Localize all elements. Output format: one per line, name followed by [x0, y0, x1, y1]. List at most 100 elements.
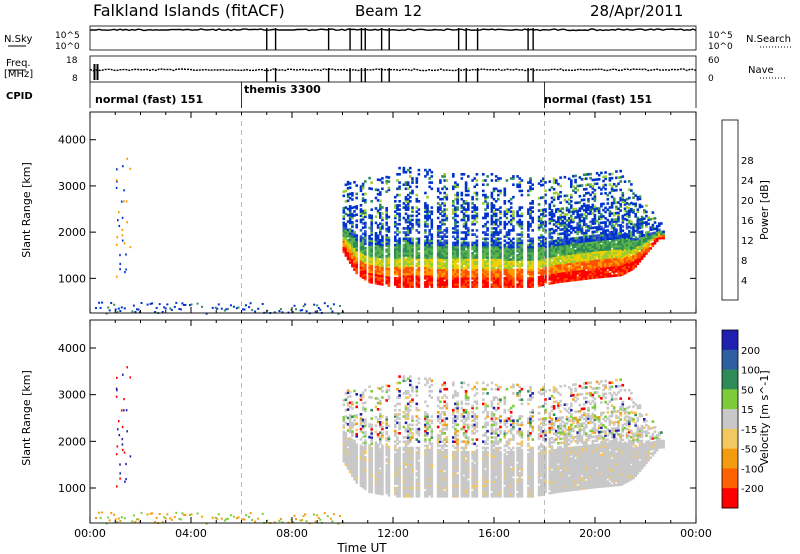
- power-echo-cell: [542, 196, 545, 199]
- power-echo-cell: [576, 243, 579, 246]
- power-echo-cell: [471, 245, 474, 249]
- power-echo-cell: [379, 261, 382, 265]
- power-echo-cell: [548, 213, 552, 217]
- velocity-echo-cell: [411, 486, 414, 490]
- power-echo-cell: [570, 274, 573, 278]
- power-echo-cell: [387, 186, 391, 190]
- velocity-echo-cell: [428, 478, 431, 481]
- power-echo-cell: [456, 241, 459, 245]
- power-echo-cell: [484, 279, 487, 282]
- power-echo-cell: [490, 216, 494, 220]
- power-echo-cell: [604, 239, 607, 243]
- velocity-echo-cell: [346, 404, 350, 407]
- velocity-echo-cell: [424, 495, 427, 498]
- power-echo-cell: [655, 229, 659, 232]
- velocity-echo-cell: [411, 476, 414, 479]
- power-echo-cell: [612, 189, 616, 192]
- power-echo-cell: [507, 220, 511, 224]
- power-echo-cell: [428, 266, 431, 270]
- velocity-echo-cell: [381, 452, 384, 456]
- power-echo-cell: [439, 270, 442, 274]
- power-echo-cell: [610, 195, 614, 199]
- power-echo-cell: [494, 252, 498, 255]
- power-echo-cell: [537, 238, 541, 241]
- power-echo-cell: [494, 256, 498, 259]
- power-echo-cell: [346, 195, 350, 198]
- power-echo-cell: [505, 268, 509, 272]
- power-echo-cell: [385, 271, 388, 274]
- power-echo-cell: [647, 247, 650, 251]
- power-echo-cell: [462, 237, 466, 241]
- power-echo-cell: [512, 241, 515, 245]
- velocity-echo-cell: [402, 440, 406, 443]
- power-echo-cell: [512, 254, 515, 257]
- power-echo-cell: [529, 225, 532, 228]
- power-echo-cell: [492, 241, 496, 245]
- power-echo-cell: [567, 217, 571, 220]
- power-echo-cell: [580, 246, 584, 250]
- power-echo-cell: [580, 219, 584, 223]
- power-echo-cell: [623, 232, 627, 235]
- power-echo-cell: [473, 262, 476, 265]
- velocity-echo-cell: [394, 480, 397, 483]
- power-echo-cell: [381, 181, 384, 184]
- velocity-echo-cell: [417, 457, 421, 460]
- power-echo-cell: [353, 268, 356, 271]
- velocity-echo-cell: [428, 463, 431, 467]
- power-echo-cell: [443, 210, 446, 213]
- power-echo-cell: [574, 178, 577, 182]
- power-echo-cell: [507, 245, 511, 249]
- velocity-echo-cell: [436, 448, 440, 452]
- power-echo-cell: [557, 197, 560, 201]
- power-echo-cell: [630, 264, 633, 267]
- power-echo-cell: [486, 204, 489, 207]
- power-echo-cell: [430, 237, 434, 241]
- power-echo-cell: [630, 201, 633, 205]
- velocity-echo-cell: [387, 475, 391, 478]
- power-echo-cell: [507, 252, 511, 255]
- power-echo-cell: [617, 269, 620, 273]
- velocity-echo-cell: [344, 432, 348, 435]
- power-echo-cell: [497, 231, 500, 234]
- power-echo-cell: [608, 212, 612, 215]
- velocity-echo-cell: [436, 495, 440, 498]
- velocity-echo-cell: [353, 471, 356, 475]
- power-echo-cell: [548, 205, 552, 208]
- power-echo-cell: [467, 281, 470, 284]
- velocity-echo-cell: [398, 465, 401, 469]
- velocity-echo-cell: [370, 474, 373, 477]
- power-echo-cell: [621, 229, 625, 232]
- velocity-echo-cell: [398, 467, 401, 471]
- power-echo-cell: [494, 200, 498, 203]
- power-echo-cell: [417, 225, 421, 228]
- power-echo-cell: [619, 250, 622, 254]
- power-echo-cell: [570, 237, 573, 241]
- velocity-echo-cell: [359, 448, 363, 452]
- velocity-echo-cell: [370, 461, 373, 464]
- power-echo-cell: [499, 272, 502, 276]
- power-echo-cell: [406, 262, 410, 265]
- power-echo-cell: [376, 224, 380, 227]
- power-echo-cell: [499, 243, 502, 247]
- power-echo-cell: [430, 264, 434, 268]
- power-echo-cell: [529, 243, 532, 247]
- power-echo-cell: [387, 265, 391, 269]
- velocity-echo-cell: [404, 444, 408, 448]
- power-echo-cell: [475, 208, 479, 211]
- power-echo-cell: [361, 259, 365, 263]
- power-echo-cell: [507, 200, 511, 203]
- power-echo-cell: [497, 233, 500, 236]
- power-echo-cell: [379, 282, 382, 286]
- power-echo-cell: [492, 204, 496, 207]
- power-echo-cell: [462, 212, 466, 216]
- power-echo-cell: [563, 265, 567, 268]
- power-echo-cell: [409, 272, 412, 276]
- power-echo-cell: [497, 252, 500, 255]
- power-echo-cell: [381, 258, 384, 261]
- velocity-echo-cell: [411, 495, 414, 498]
- power-echo-cell: [518, 239, 522, 243]
- power-echo-cell: [344, 206, 348, 209]
- velocity-echo-cell: [368, 454, 371, 458]
- power-echo-cell: [595, 251, 599, 254]
- velocity-echo-cell: [379, 473, 382, 477]
